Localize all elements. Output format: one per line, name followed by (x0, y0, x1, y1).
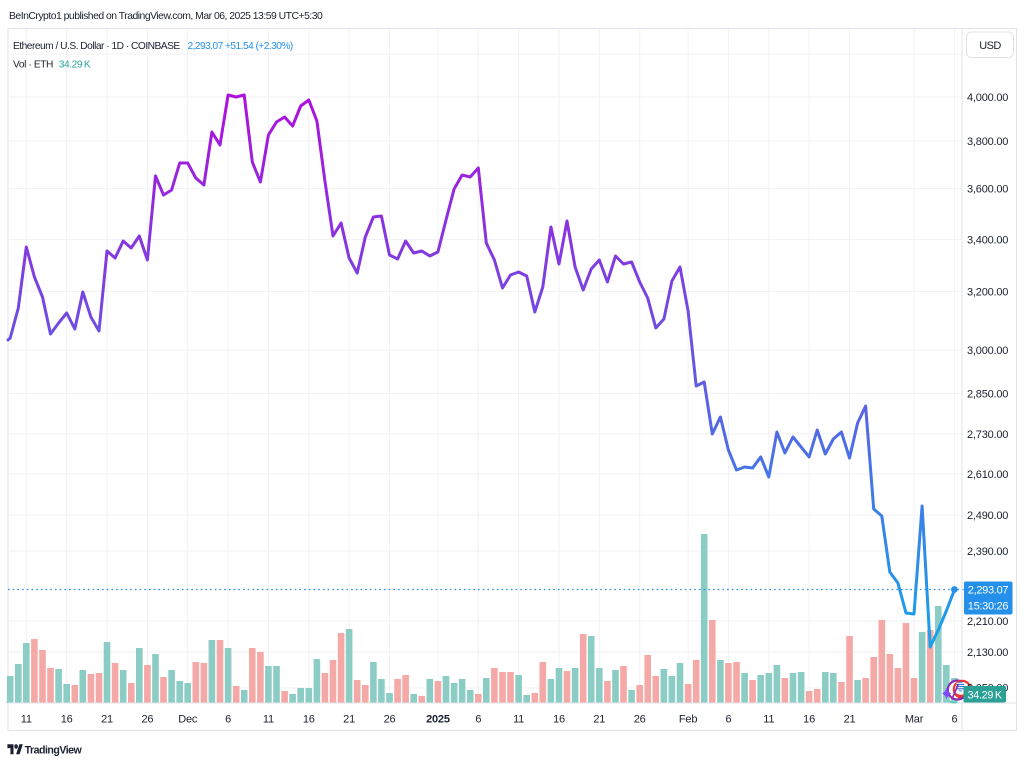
svg-text:Dec: Dec (178, 714, 198, 726)
svg-text:Vol · ETH: Vol · ETH (13, 59, 53, 70)
svg-text:2,130.00: 2,130.00 (967, 647, 1008, 659)
svg-text:2,210.00: 2,210.00 (967, 616, 1008, 628)
svg-text:21: 21 (101, 714, 113, 726)
svg-text:2025: 2025 (426, 714, 450, 726)
svg-text:TradingView: TradingView (25, 745, 83, 757)
svg-text:16: 16 (303, 714, 315, 726)
svg-text:26: 26 (384, 714, 396, 726)
svg-text:6: 6 (725, 714, 731, 726)
svg-text:2,490.00: 2,490.00 (967, 510, 1008, 522)
svg-text:BeInCrypto1 published on Tradi: BeInCrypto1 published on TradingView.com… (9, 11, 323, 22)
svg-text:3,000.00: 3,000.00 (967, 345, 1008, 357)
svg-text:11: 11 (513, 714, 524, 726)
svg-text:4,000.00: 4,000.00 (967, 92, 1008, 104)
svg-text:16: 16 (553, 714, 565, 726)
svg-text:11: 11 (21, 714, 32, 726)
svg-text:Ethereum / U.S. Dollar · 1D ·: Ethereum / U.S. Dollar · 1D · COINBASE (13, 41, 180, 52)
svg-text:3,200.00: 3,200.00 (967, 287, 1008, 299)
svg-text:34.29 K: 34.29 K (968, 689, 1003, 701)
svg-text:2,850.00: 2,850.00 (967, 389, 1008, 401)
svg-text:3,800.00: 3,800.00 (967, 136, 1008, 148)
svg-text:21: 21 (343, 714, 355, 726)
svg-text:16: 16 (803, 714, 815, 726)
svg-text:15:30:26: 15:30:26 (968, 601, 1009, 613)
svg-text:2,730.00: 2,730.00 (967, 429, 1008, 441)
svg-text:6: 6 (475, 714, 481, 726)
svg-text:6: 6 (225, 714, 231, 726)
svg-text:16: 16 (61, 714, 73, 726)
svg-text:USD: USD (979, 40, 1001, 52)
svg-text:21: 21 (844, 714, 856, 726)
svg-text:Feb: Feb (679, 714, 697, 726)
svg-text:6: 6 (951, 714, 957, 726)
svg-text:11: 11 (263, 714, 274, 726)
svg-text:11: 11 (763, 714, 774, 726)
svg-text:3,400.00: 3,400.00 (967, 235, 1008, 247)
svg-text:26: 26 (141, 714, 153, 726)
svg-text:34.29 K: 34.29 K (59, 59, 91, 70)
svg-text:2,390.00: 2,390.00 (967, 546, 1008, 558)
svg-text:2,293.07: 2,293.07 (968, 585, 1009, 597)
svg-text:26: 26 (634, 714, 646, 726)
svg-text:Mar: Mar (905, 714, 924, 726)
svg-text:21: 21 (593, 714, 605, 726)
svg-text:2,610.00: 2,610.00 (967, 469, 1008, 481)
svg-text:3,600.00: 3,600.00 (967, 184, 1008, 196)
svg-text:2,293.07 +51.54 (+2.30%): 2,293.07 +51.54 (+2.30%) (188, 41, 293, 52)
